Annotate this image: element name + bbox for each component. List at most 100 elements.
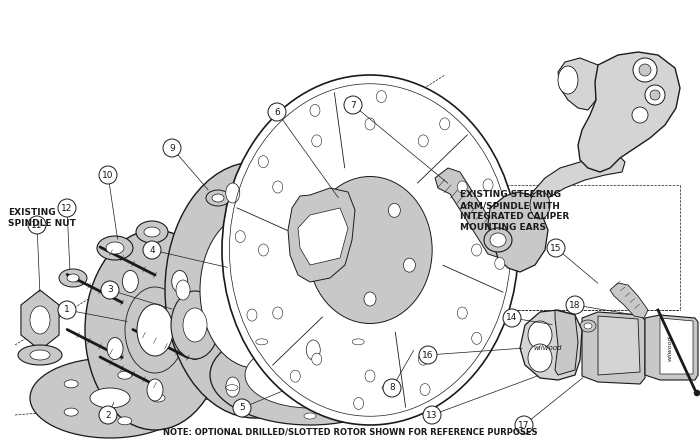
Text: 6: 6 bbox=[274, 107, 280, 116]
Ellipse shape bbox=[584, 323, 592, 329]
Ellipse shape bbox=[558, 66, 578, 94]
Ellipse shape bbox=[304, 413, 316, 419]
Ellipse shape bbox=[580, 320, 596, 332]
Polygon shape bbox=[582, 312, 645, 384]
Text: 10: 10 bbox=[102, 170, 113, 179]
Polygon shape bbox=[598, 316, 640, 375]
Text: 4: 4 bbox=[149, 246, 155, 254]
Ellipse shape bbox=[210, 325, 410, 425]
Ellipse shape bbox=[90, 388, 130, 408]
Circle shape bbox=[99, 166, 117, 184]
Polygon shape bbox=[21, 290, 59, 350]
Circle shape bbox=[650, 90, 660, 100]
Circle shape bbox=[101, 281, 119, 299]
Text: 5: 5 bbox=[239, 404, 245, 412]
Ellipse shape bbox=[472, 332, 482, 345]
Ellipse shape bbox=[59, 269, 87, 287]
Ellipse shape bbox=[530, 191, 550, 219]
Ellipse shape bbox=[365, 118, 375, 130]
Ellipse shape bbox=[136, 221, 168, 243]
Circle shape bbox=[233, 399, 251, 417]
Text: 2: 2 bbox=[105, 411, 111, 420]
Ellipse shape bbox=[440, 118, 449, 130]
Ellipse shape bbox=[176, 280, 190, 300]
Ellipse shape bbox=[200, 212, 310, 368]
Ellipse shape bbox=[364, 292, 376, 306]
Ellipse shape bbox=[85, 230, 225, 430]
Circle shape bbox=[383, 379, 401, 397]
Circle shape bbox=[694, 390, 700, 396]
Ellipse shape bbox=[106, 242, 124, 254]
Ellipse shape bbox=[258, 156, 268, 168]
Circle shape bbox=[163, 139, 181, 157]
Ellipse shape bbox=[137, 304, 173, 356]
Polygon shape bbox=[488, 192, 548, 272]
Text: 15: 15 bbox=[550, 243, 561, 253]
Text: 3: 3 bbox=[107, 285, 113, 294]
Text: 8: 8 bbox=[389, 384, 395, 392]
Text: 14: 14 bbox=[506, 313, 518, 322]
Ellipse shape bbox=[235, 230, 245, 242]
Ellipse shape bbox=[64, 380, 78, 388]
Circle shape bbox=[632, 107, 648, 123]
Circle shape bbox=[268, 103, 286, 121]
Polygon shape bbox=[558, 58, 598, 110]
Polygon shape bbox=[288, 188, 355, 282]
Ellipse shape bbox=[226, 183, 240, 203]
Ellipse shape bbox=[306, 340, 320, 360]
Ellipse shape bbox=[230, 254, 280, 326]
Ellipse shape bbox=[528, 321, 552, 349]
Ellipse shape bbox=[325, 258, 337, 272]
Ellipse shape bbox=[273, 181, 283, 193]
Text: 7: 7 bbox=[350, 100, 356, 110]
Ellipse shape bbox=[312, 353, 322, 365]
Circle shape bbox=[344, 96, 362, 114]
Circle shape bbox=[547, 239, 565, 257]
Ellipse shape bbox=[226, 377, 240, 397]
Ellipse shape bbox=[171, 291, 219, 359]
Text: 16: 16 bbox=[422, 350, 434, 360]
Circle shape bbox=[99, 406, 117, 424]
Polygon shape bbox=[645, 315, 698, 380]
Ellipse shape bbox=[365, 370, 375, 382]
Ellipse shape bbox=[247, 309, 257, 321]
Polygon shape bbox=[660, 318, 693, 374]
Text: EXISTING
SPINDLE NUT: EXISTING SPINDLE NUT bbox=[8, 208, 76, 228]
Ellipse shape bbox=[97, 236, 133, 260]
Text: 18: 18 bbox=[569, 301, 581, 309]
Text: 12: 12 bbox=[62, 203, 73, 213]
Ellipse shape bbox=[122, 270, 139, 293]
Ellipse shape bbox=[125, 287, 185, 373]
Text: wilwood: wilwood bbox=[533, 345, 562, 351]
Circle shape bbox=[503, 309, 521, 327]
Ellipse shape bbox=[528, 344, 552, 372]
Circle shape bbox=[58, 301, 76, 319]
Ellipse shape bbox=[352, 339, 364, 345]
Circle shape bbox=[423, 406, 441, 424]
Text: EXISTING STEERING
ARM/SPINDLE WITH
INTEGRATED CALIPER
MOUNTING EARS: EXISTING STEERING ARM/SPINDLE WITH INTEG… bbox=[460, 190, 569, 232]
Polygon shape bbox=[530, 155, 625, 208]
Circle shape bbox=[639, 64, 651, 76]
Ellipse shape bbox=[64, 408, 78, 416]
Ellipse shape bbox=[490, 233, 506, 247]
Polygon shape bbox=[610, 283, 648, 318]
Ellipse shape bbox=[245, 342, 375, 408]
Ellipse shape bbox=[212, 194, 224, 202]
Circle shape bbox=[566, 296, 584, 314]
Polygon shape bbox=[435, 168, 508, 258]
Circle shape bbox=[645, 85, 665, 105]
Polygon shape bbox=[555, 310, 578, 375]
Text: wilwood: wilwood bbox=[668, 335, 673, 361]
Ellipse shape bbox=[226, 385, 238, 391]
Ellipse shape bbox=[403, 258, 415, 272]
Ellipse shape bbox=[183, 308, 207, 342]
Ellipse shape bbox=[484, 228, 512, 252]
Ellipse shape bbox=[377, 91, 386, 103]
Ellipse shape bbox=[483, 179, 493, 191]
Circle shape bbox=[58, 199, 76, 217]
Ellipse shape bbox=[256, 339, 268, 345]
Ellipse shape bbox=[144, 227, 160, 237]
Ellipse shape bbox=[222, 75, 518, 425]
Ellipse shape bbox=[354, 397, 363, 409]
Text: 13: 13 bbox=[426, 411, 438, 420]
